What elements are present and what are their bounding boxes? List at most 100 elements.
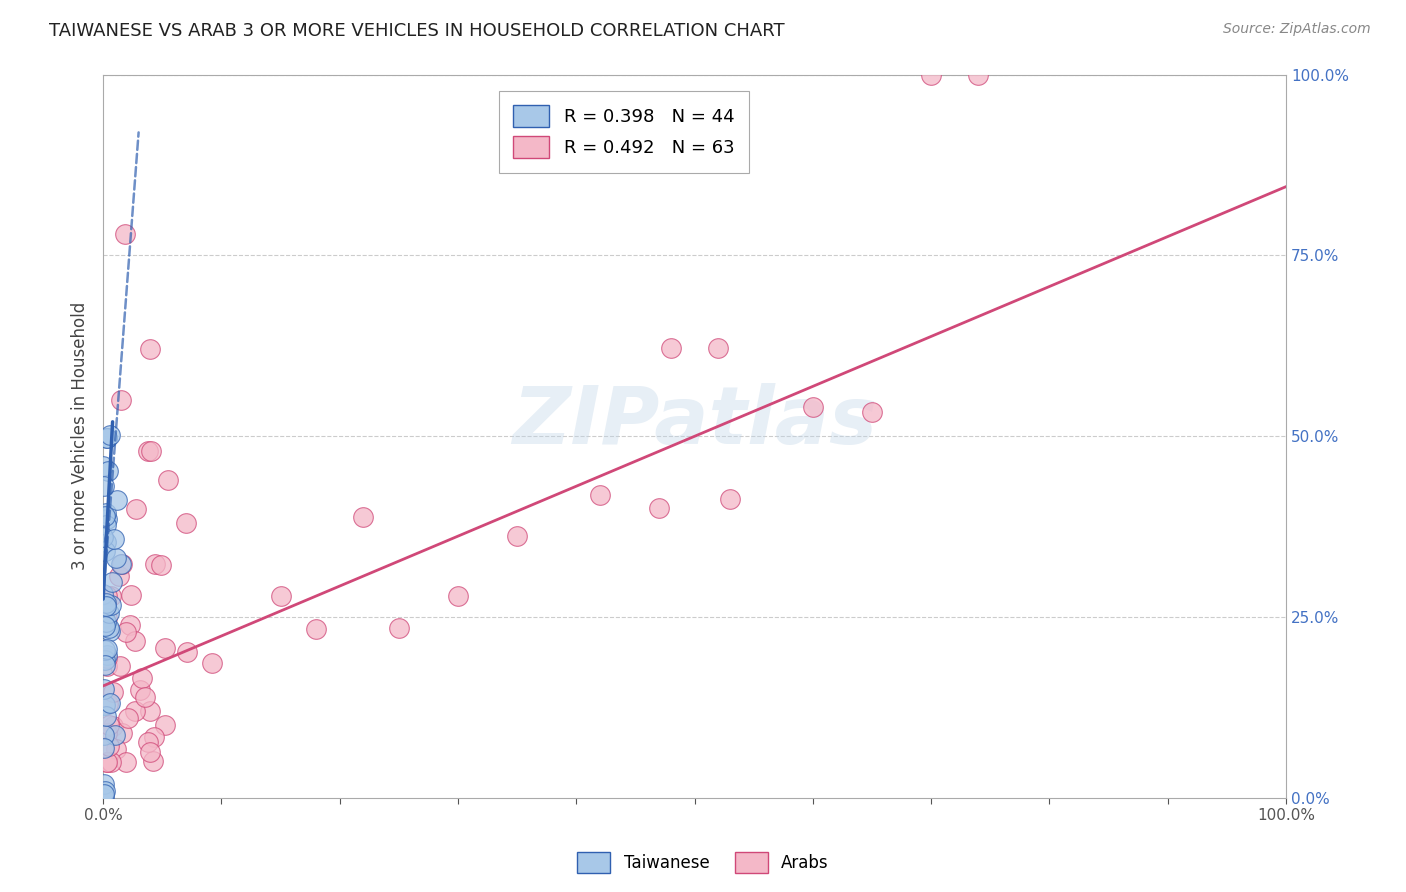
Point (108, 659, 131, 673)
Point (98, 428, 121, 442)
Point (93, 681, 115, 696)
Point (96, 512, 118, 526)
Point (94, 596, 117, 610)
Point (120, 588, 142, 602)
Point (506, 528, 529, 542)
Point (100, 575, 122, 590)
Point (93, 791, 115, 805)
Point (139, 443, 162, 458)
Legend: Taiwanese, Arabs: Taiwanese, Arabs (571, 846, 835, 880)
Point (98, 624, 121, 638)
Legend: R = 0.398   N = 44, R = 0.492   N = 63: R = 0.398 N = 44, R = 0.492 N = 63 (499, 91, 748, 173)
Point (124, 634, 146, 648)
Point (589, 488, 612, 502)
Point (110, 557, 132, 571)
Point (860, 405, 883, 419)
Point (100, 598, 122, 612)
Point (94, 508, 117, 523)
Point (117, 710, 139, 724)
Point (93, 657, 115, 672)
Point (142, 754, 165, 768)
Point (707, 341, 730, 355)
Point (93, 788, 115, 802)
Point (105, 493, 128, 508)
Point (96, 432, 118, 446)
Point (93, 619, 115, 633)
Text: ZIPatlas: ZIPatlas (512, 383, 877, 461)
Point (801, 401, 824, 415)
Point (103, 728, 125, 742)
Point (93, 698, 115, 712)
Point (94, 642, 117, 657)
Point (96, 611, 118, 625)
Point (388, 621, 411, 635)
Point (120, 617, 142, 632)
Point (447, 589, 470, 603)
Point (97, 606, 120, 620)
Point (134, 690, 156, 705)
Point (108, 569, 131, 583)
Point (110, 393, 132, 408)
Point (96, 506, 118, 520)
Point (96, 709, 118, 723)
Point (96, 648, 118, 663)
Point (201, 656, 224, 670)
Point (94, 544, 117, 558)
Point (93, 728, 115, 742)
Point (96, 650, 118, 665)
Point (97, 465, 120, 479)
Y-axis label: 3 or more Vehicles in Household: 3 or more Vehicles in Household (72, 302, 89, 570)
Point (100, 755, 122, 769)
Point (96, 755, 118, 769)
Point (98, 621, 121, 635)
Point (352, 510, 374, 524)
Point (94, 653, 117, 667)
Point (176, 645, 198, 659)
Point (153, 640, 176, 655)
Point (174, 516, 197, 530)
Point (136, 735, 159, 749)
Point (93, 479, 115, 493)
Point (111, 726, 134, 740)
Point (305, 622, 328, 636)
Point (101, 685, 124, 699)
Point (129, 682, 152, 697)
Text: Source: ZipAtlas.com: Source: ZipAtlas.com (1223, 22, 1371, 37)
Point (96, 589, 118, 603)
Point (93, 776, 115, 790)
Point (124, 704, 146, 718)
Point (143, 557, 166, 571)
Point (920, 68, 942, 82)
Point (97, 697, 120, 711)
Point (143, 730, 166, 744)
Point (101, 719, 124, 733)
Point (96, 431, 118, 445)
Point (94, 784, 117, 798)
Point (93, 740, 115, 755)
Point (96, 615, 118, 629)
Point (139, 745, 162, 759)
Point (104, 550, 127, 565)
Point (91, 530, 114, 544)
Point (96, 755, 118, 769)
Point (114, 227, 136, 241)
Point (93, 459, 115, 474)
Text: TAIWANESE VS ARAB 3 OR MORE VEHICLES IN HOUSEHOLD CORRELATION CHART: TAIWANESE VS ARAB 3 OR MORE VEHICLES IN … (49, 22, 785, 40)
Point (139, 343, 162, 357)
Point (115, 755, 138, 769)
Point (100, 589, 122, 603)
Point (96, 599, 118, 613)
Point (718, 492, 741, 507)
Point (93, 587, 115, 601)
Point (96, 659, 118, 673)
Point (105, 742, 128, 756)
Point (125, 501, 148, 516)
Point (153, 718, 176, 732)
Point (149, 558, 172, 573)
Point (93, 610, 115, 624)
Point (110, 557, 132, 571)
Point (94, 517, 117, 532)
Point (114, 624, 136, 639)
Point (131, 671, 153, 685)
Point (96, 726, 118, 740)
